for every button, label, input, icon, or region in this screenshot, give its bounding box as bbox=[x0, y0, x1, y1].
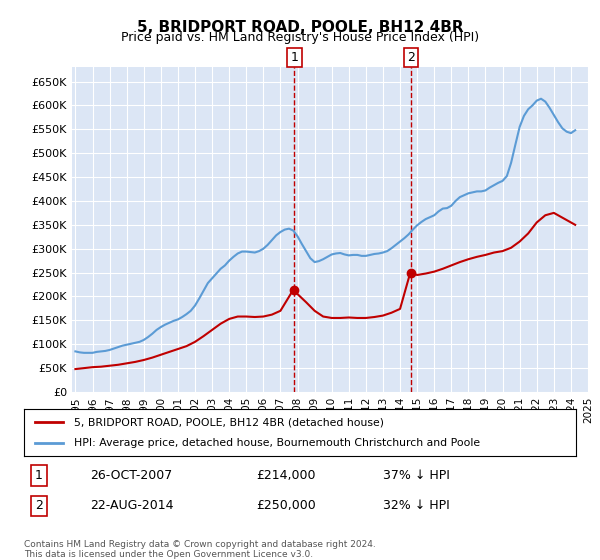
Text: Price paid vs. HM Land Registry's House Price Index (HPI): Price paid vs. HM Land Registry's House … bbox=[121, 31, 479, 44]
Text: 5, BRIDPORT ROAD, POOLE, BH12 4BR: 5, BRIDPORT ROAD, POOLE, BH12 4BR bbox=[137, 20, 463, 35]
Text: 5, BRIDPORT ROAD, POOLE, BH12 4BR (detached house): 5, BRIDPORT ROAD, POOLE, BH12 4BR (detac… bbox=[74, 417, 383, 427]
Text: £250,000: £250,000 bbox=[256, 500, 316, 512]
Text: 22-AUG-2014: 22-AUG-2014 bbox=[90, 500, 174, 512]
Text: 2: 2 bbox=[407, 51, 415, 64]
Text: Contains HM Land Registry data © Crown copyright and database right 2024.
This d: Contains HM Land Registry data © Crown c… bbox=[24, 540, 376, 559]
Text: 2: 2 bbox=[35, 500, 43, 512]
Text: HPI: Average price, detached house, Bournemouth Christchurch and Poole: HPI: Average price, detached house, Bour… bbox=[74, 438, 480, 448]
Text: 32% ↓ HPI: 32% ↓ HPI bbox=[383, 500, 449, 512]
Text: 1: 1 bbox=[35, 469, 43, 482]
Text: 1: 1 bbox=[290, 51, 298, 64]
Text: 37% ↓ HPI: 37% ↓ HPI bbox=[383, 469, 449, 482]
Text: 26-OCT-2007: 26-OCT-2007 bbox=[90, 469, 172, 482]
Text: £214,000: £214,000 bbox=[256, 469, 316, 482]
